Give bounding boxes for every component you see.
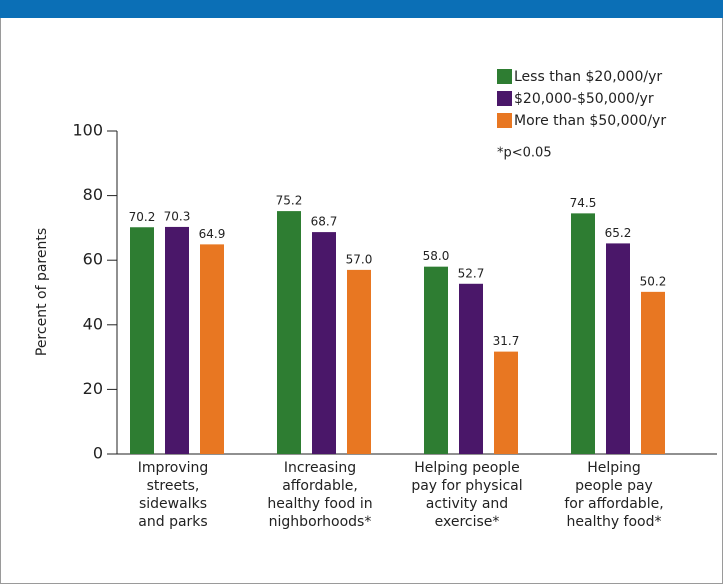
- value-label: 70.3: [164, 209, 191, 223]
- x-tick-label: Increasing affordable, healthy food in nigh…: [267, 460, 372, 530]
- bar: [130, 227, 154, 454]
- bar: [641, 291, 665, 454]
- bar: [277, 211, 301, 454]
- bar: [312, 232, 336, 454]
- bar: [200, 244, 224, 454]
- legend-swatch: [497, 91, 512, 106]
- bar: [571, 213, 595, 454]
- bar: [347, 269, 371, 454]
- value-label: 68.7: [311, 215, 338, 229]
- y-tick-label: 100: [72, 121, 103, 140]
- bar: [424, 266, 448, 454]
- y-tick-label: 40: [83, 314, 103, 333]
- value-label: 74.5: [570, 196, 597, 210]
- legend-label: Less than $20,000/yr: [514, 69, 662, 85]
- value-label: 57.0: [346, 252, 373, 266]
- value-label: 31.7: [493, 334, 520, 348]
- value-label: 65.2: [605, 226, 632, 240]
- value-label: 50.2: [640, 274, 667, 288]
- legend-swatch: [497, 113, 512, 128]
- y-tick-label: 0: [93, 444, 103, 463]
- x-tick-label: Helping people pay for physical activity a…: [411, 460, 522, 530]
- legend-label: More than $50,000/yr: [514, 113, 666, 129]
- y-axis-label: Percent of parents: [34, 228, 50, 356]
- bar: [606, 243, 630, 454]
- bar: [459, 283, 483, 454]
- y-tick-label: 20: [83, 379, 103, 398]
- y-tick-label: 80: [83, 185, 103, 204]
- value-label: 58.0: [423, 249, 450, 263]
- bar: [494, 351, 518, 454]
- value-label: 70.2: [129, 210, 156, 224]
- value-label: 64.9: [199, 227, 226, 241]
- y-tick-label: 60: [83, 250, 103, 269]
- bar: [165, 226, 189, 454]
- x-tick-label: Improving streets, sidewalks and parks: [138, 460, 209, 530]
- header-band: [0, 0, 723, 18]
- legend-swatch: [497, 69, 512, 84]
- x-tick-label: Helping people pay for affordable, healthy …: [564, 460, 663, 530]
- value-label: 75.2: [276, 194, 303, 208]
- value-label: 52.7: [458, 266, 485, 280]
- legend-label: $20,000-$50,000/yr: [514, 91, 654, 107]
- note: *p<0.05: [497, 146, 552, 161]
